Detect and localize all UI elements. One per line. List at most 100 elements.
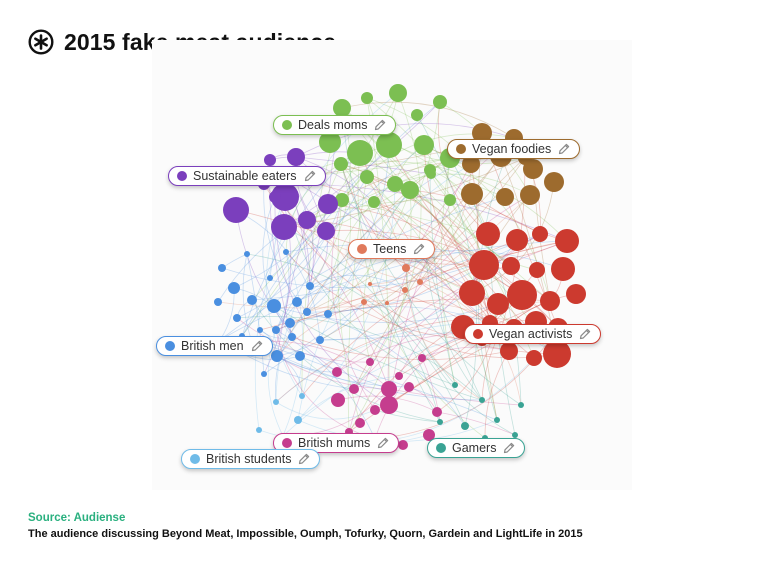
network-node — [295, 351, 305, 361]
cluster-label-british-men[interactable]: British men — [156, 336, 273, 356]
network-edge — [246, 253, 265, 375]
cluster-label-vegan-foodies[interactable]: Vegan foodies — [447, 139, 581, 159]
network-edge — [217, 301, 388, 309]
network-edge — [388, 388, 522, 406]
network-node — [502, 257, 520, 275]
network-node — [398, 440, 408, 450]
cluster-label-gamers[interactable]: Gamers — [427, 438, 526, 458]
cluster-label-british-mums[interactable]: British mums — [273, 433, 400, 453]
network-node — [512, 432, 518, 438]
pencil-icon[interactable] — [297, 452, 311, 466]
pencil-icon[interactable] — [578, 327, 592, 341]
network-edge — [336, 240, 568, 373]
network-edge — [275, 401, 376, 420]
network-node — [461, 422, 469, 430]
network-edge — [394, 173, 531, 196]
network-node — [332, 367, 342, 377]
network-node — [418, 354, 426, 362]
network-node — [288, 333, 296, 341]
cluster-label-deals-moms[interactable]: Deals moms — [273, 115, 397, 135]
network-node — [500, 342, 518, 360]
network-node — [507, 280, 537, 310]
network-edge — [285, 163, 342, 253]
network-node — [261, 371, 267, 377]
chart-description: The audience discussing Beyond Meat, Imp… — [28, 528, 583, 540]
network-edge — [348, 194, 531, 433]
network-edge — [251, 299, 441, 423]
network-node — [389, 84, 407, 102]
cluster-label-british-students[interactable]: British students — [181, 449, 321, 469]
network-node — [526, 350, 542, 366]
network-node — [462, 155, 480, 173]
cluster-label-text: Vegan foodies — [472, 142, 552, 156]
network-node — [368, 196, 380, 208]
pencil-icon[interactable] — [303, 169, 317, 183]
network-edge — [327, 163, 351, 315]
network-node — [395, 372, 403, 380]
network-node — [271, 214, 297, 240]
network-node — [472, 123, 492, 143]
cluster-label-text: Gamers — [452, 441, 497, 455]
network-edge — [374, 327, 559, 440]
network-edge — [421, 346, 510, 359]
pencil-icon[interactable] — [250, 339, 264, 353]
network-node — [555, 229, 579, 253]
cluster-label-sustainable-eaters[interactable]: Sustainable eaters — [168, 166, 326, 186]
network-edge — [276, 301, 365, 357]
network-node — [269, 191, 281, 203]
network-edge — [357, 152, 486, 439]
network-edge — [251, 163, 342, 301]
network-node — [334, 157, 348, 171]
cluster-label-vegan-activists[interactable]: Vegan activists — [464, 324, 602, 344]
pencil-icon[interactable] — [502, 441, 516, 455]
network-visualization: Deals moms Vegan foodies Sustainable eat… — [152, 40, 632, 490]
network-node — [433, 95, 447, 109]
cluster-label-text: Sustainable eaters — [193, 169, 297, 183]
network-node — [518, 402, 524, 408]
network-node — [366, 358, 374, 366]
network-edge — [306, 289, 406, 313]
cluster-label-text: Teens — [373, 242, 407, 256]
cluster-label-text: Deals moms — [298, 118, 368, 132]
network-node — [543, 340, 571, 368]
network-edge — [369, 101, 441, 285]
network-node — [452, 382, 458, 388]
network-edge — [327, 203, 523, 296]
network-edge — [309, 274, 406, 291]
network-node — [461, 183, 483, 205]
network-node — [414, 135, 434, 155]
network-edge — [337, 199, 361, 424]
network-node — [496, 188, 514, 206]
pencil-icon[interactable] — [557, 142, 571, 156]
network-edge — [297, 375, 400, 421]
network-edge — [437, 101, 489, 235]
network-node — [544, 172, 564, 192]
cluster-color-dot — [436, 443, 446, 453]
cluster-color-dot — [177, 171, 187, 181]
network-edge — [325, 157, 451, 232]
network-edge — [297, 183, 396, 421]
pencil-icon[interactable] — [412, 242, 426, 256]
network-node — [306, 282, 314, 290]
pencil-icon[interactable] — [376, 436, 390, 450]
network-edge — [297, 163, 472, 421]
network-node — [370, 405, 380, 415]
network-edge — [273, 305, 483, 401]
cluster-label-teens[interactable]: Teens — [348, 239, 436, 259]
network-edge — [306, 144, 390, 313]
network-edge — [366, 176, 498, 421]
cluster-color-dot — [165, 341, 175, 351]
network-edge — [440, 157, 456, 386]
network-node — [271, 183, 299, 211]
network-edge — [276, 355, 390, 390]
network-node — [417, 279, 423, 285]
network-node — [487, 293, 509, 315]
network-edge — [331, 199, 376, 411]
network-node — [459, 280, 485, 306]
pencil-icon[interactable] — [373, 118, 387, 132]
network-edge — [419, 163, 472, 283]
network-edge — [273, 303, 499, 323]
network-node — [540, 291, 560, 311]
network-edge — [436, 411, 516, 436]
network-edge — [301, 240, 568, 397]
